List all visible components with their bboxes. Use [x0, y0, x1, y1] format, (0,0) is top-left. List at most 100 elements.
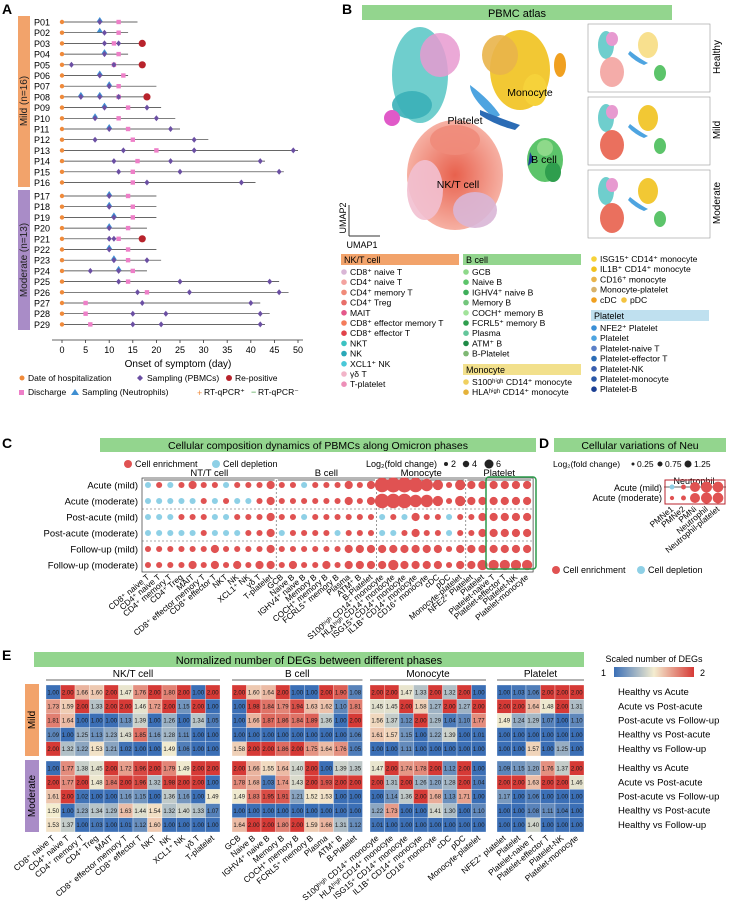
composition-dot — [457, 513, 464, 521]
heatmap-cell: 1.39 — [132, 713, 148, 728]
legend-neutrophils: Sampling (Neutrophils) — [82, 387, 169, 397]
discharge-mark — [135, 158, 140, 164]
composition-dot — [156, 513, 163, 521]
composition-dot — [156, 481, 163, 489]
heatmap-cell: 1.00 — [369, 741, 385, 757]
legend-swatch — [463, 379, 469, 385]
heatmap-cell: 1.00 — [471, 741, 487, 757]
legend-item: Platelet-effector T — [600, 354, 668, 364]
heatmap-cell: 2.00 — [60, 684, 76, 700]
heatmap-cell: 1.00 — [176, 713, 192, 728]
legend-item: T-platelet — [350, 379, 386, 389]
heatmap-cell-value: 1.32 — [149, 781, 161, 787]
heatmap-cell: 1.00 — [289, 803, 305, 818]
heatmap-cell-value: 1.61 — [371, 733, 383, 739]
composition-dot — [478, 528, 487, 538]
composition-dot — [511, 480, 521, 490]
patient-id: P10 — [34, 114, 50, 124]
heatmap-cell: 1.95 — [260, 789, 276, 804]
patient-id: P03 — [34, 39, 50, 49]
scale-title: Scaled number of DEGs — [605, 654, 703, 664]
x-tick-label: 0 — [59, 345, 64, 355]
heatmap-cell-value: 1.61 — [47, 795, 59, 801]
heatmap-cell: 1.96 — [132, 775, 148, 790]
heatmap-cell-value: 1.56 — [371, 719, 383, 725]
legend-swatch — [591, 266, 597, 273]
heatmap-cell: 1.77 — [60, 775, 76, 790]
legend-swatch — [341, 310, 347, 316]
heatmap-cell: 1.00 — [147, 789, 163, 804]
heatmap-cell-value: 2.00 — [262, 747, 274, 753]
patient-id: P17 — [34, 192, 50, 202]
pbmc-sampling-mark — [97, 19, 103, 25]
size-tick-4: 4 — [472, 459, 477, 469]
composition-dot — [167, 497, 174, 505]
heatmap-cell: 1.80 — [161, 684, 177, 700]
heatmap-cell-value: 1.00 — [192, 823, 204, 829]
heatmap-cell: 1.71 — [456, 789, 472, 804]
heatmap-cell: 2.00 — [427, 760, 443, 776]
heatmap-cell-value: 1.71 — [458, 795, 470, 801]
heatmap-cell-value: 1.48 — [542, 705, 554, 711]
legend-item: Plasma — [472, 328, 501, 338]
composition-dot — [523, 480, 532, 490]
heatmap-cell: 1.03 — [511, 684, 527, 700]
neutrophil-dot — [712, 492, 724, 504]
composition-dot — [500, 496, 509, 506]
pbmc-sampling-mark — [111, 235, 117, 242]
patient-row: P24 — [34, 265, 147, 276]
pbmc-sampling-mark — [177, 168, 183, 175]
hospitalization-dot — [59, 105, 65, 110]
repositive-mark — [138, 61, 146, 69]
composition-dot — [301, 513, 308, 521]
legend-head-bcell: B cell — [466, 255, 488, 265]
heatmap-cell: 1.30 — [442, 803, 458, 818]
heatmap-cell-value: 1.46 — [571, 781, 583, 787]
pbmc-sampling-mark — [168, 158, 174, 165]
heatmap-cell: 2.00 — [260, 817, 276, 833]
heatmap-cell-value: 2.00 — [513, 705, 525, 711]
x-tick-label: 20 — [151, 345, 161, 355]
heatmap-cell-value: 1.00 — [91, 795, 103, 801]
composition-dot — [189, 545, 196, 553]
heatmap-cell: 1.78 — [231, 775, 247, 790]
patient-row: P15 — [34, 167, 284, 177]
heatmap-cell: 1.81 — [347, 699, 363, 714]
heatmap-cell: 1.63 — [304, 699, 320, 714]
legend-swatch — [341, 350, 347, 357]
heatmap-cell: 2.00 — [60, 789, 76, 804]
heatmap-cell-value: 1.63 — [527, 781, 539, 787]
composition-dot — [390, 513, 397, 521]
heatmap-cell-value: 1.40 — [291, 766, 303, 772]
small-umap — [587, 23, 711, 93]
heatmap-cell: 1.12 — [442, 760, 458, 776]
heatmap-cell-value: 2.00 — [371, 690, 383, 696]
heatmap-cell-value: 2.00 — [498, 705, 510, 711]
pbmc-sampling-mark — [106, 193, 112, 199]
heatmap-cell-value: 1.00 — [556, 719, 568, 725]
heatmap-cell-value: 2.00 — [429, 690, 441, 696]
heatmap-cell: 1.72 — [147, 699, 163, 714]
heatmap-cell: 1.52 — [304, 789, 320, 804]
heatmap-cell-value: 1.00 — [105, 823, 117, 829]
legend-item: pDC — [630, 295, 647, 305]
heatmap-cell: 1.00 — [103, 713, 119, 728]
composition-dot — [234, 497, 241, 505]
heatmap-cell: 1.85 — [132, 727, 148, 742]
heatmap-cell-value: 2.00 — [556, 781, 568, 787]
composition-dot — [489, 528, 498, 538]
patient-id: P29 — [34, 320, 50, 330]
heatmap-cell-value: 2.00 — [542, 690, 554, 696]
patient-row: P09 — [34, 102, 162, 113]
composition-dot — [223, 561, 230, 569]
heatmap-cell-value: 1.00 — [498, 733, 510, 739]
heatmap-cell: 1.80 — [275, 817, 291, 833]
heatmap-cell-value: 2.00 — [192, 781, 204, 787]
heatmap-cell: 1.40 — [176, 803, 192, 818]
heatmap-cell: 1.14 — [384, 789, 400, 804]
heatmap-cell: 2.00 — [246, 741, 262, 757]
pbmc-sampling-mark — [68, 61, 74, 68]
composition-dot — [400, 544, 409, 554]
legend-swatch — [463, 350, 469, 357]
heatmap-cell: 2.00 — [289, 817, 305, 833]
